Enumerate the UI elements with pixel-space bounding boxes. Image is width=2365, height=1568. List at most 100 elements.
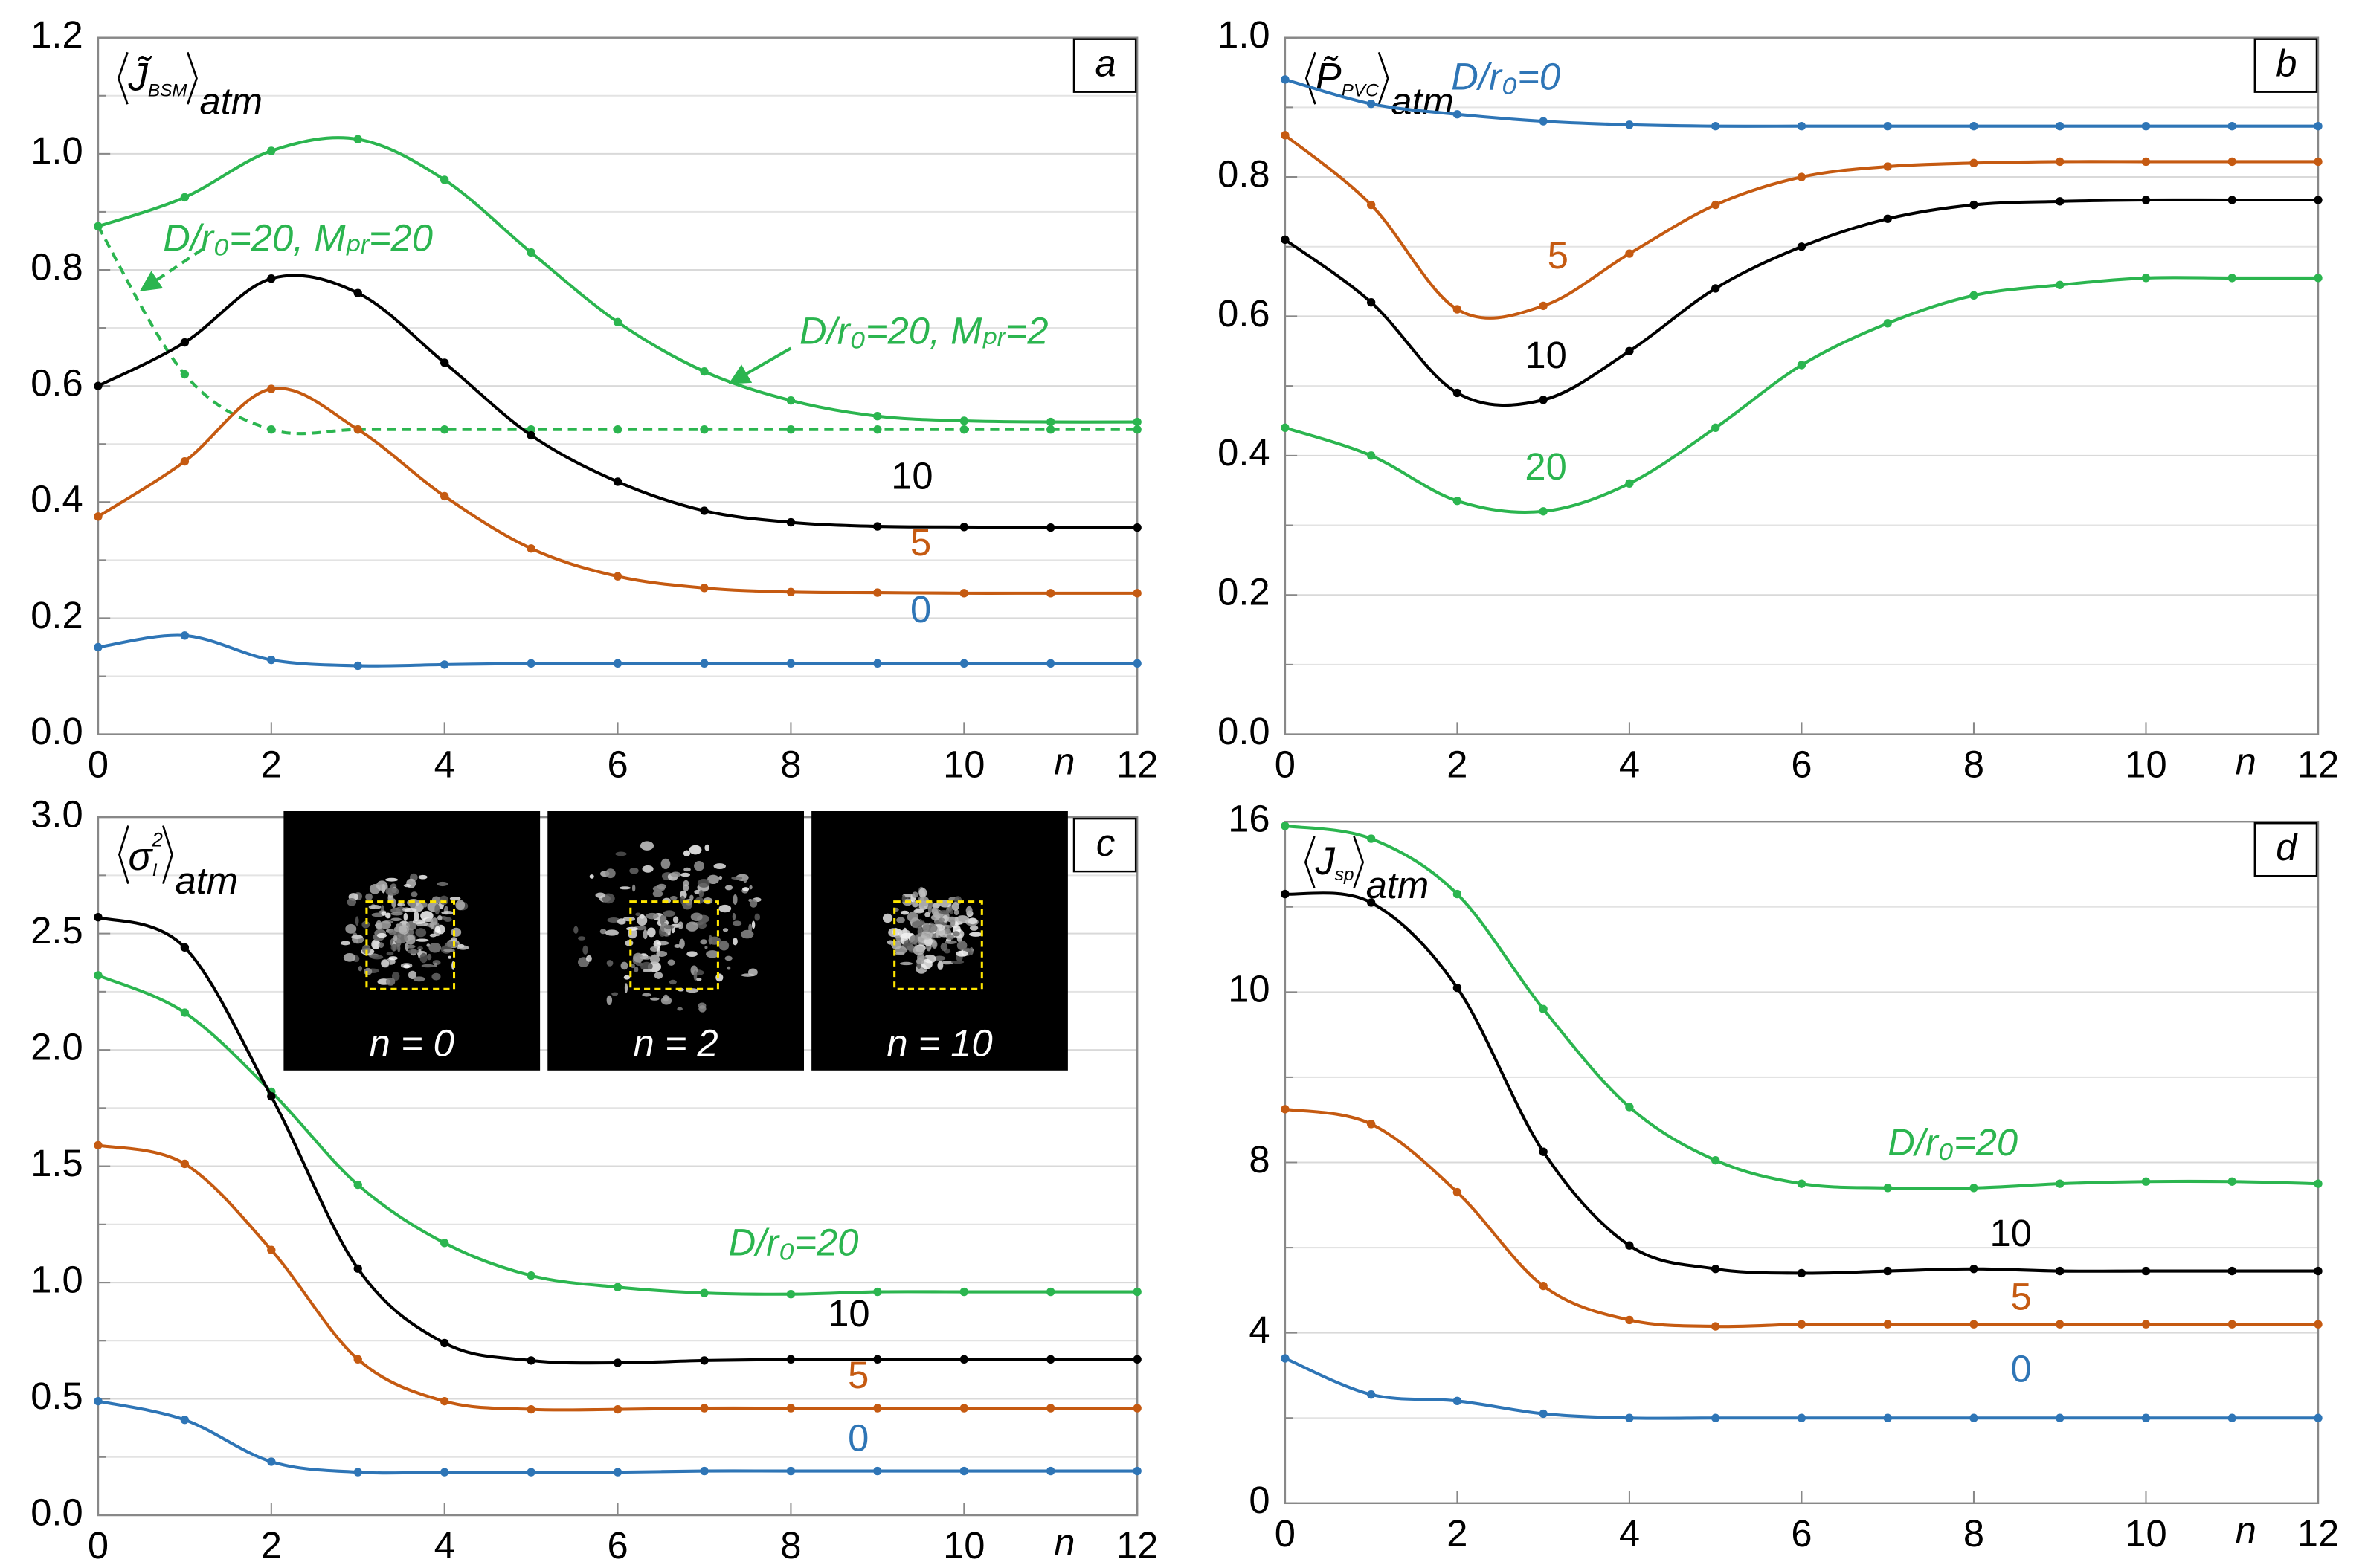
speckle [393,935,398,941]
speckle [585,955,592,962]
panel-letter-box [1072,38,1137,93]
series-label: 5 [1548,234,1568,277]
data-point [1969,1184,1978,1193]
speckle [670,871,681,877]
speckle [347,897,357,906]
y-tick-label: 16 [1228,798,1270,840]
y-tick-label: 0.2 [1217,571,1270,613]
x-tick-label: 10 [943,1524,985,1567]
speckle [931,940,938,949]
y-tick-label: 3.0 [30,793,83,836]
data-point [94,512,103,521]
speckle [918,888,927,898]
speckle [916,958,924,965]
speckle [749,899,758,908]
data-point [1711,423,1720,433]
x-tick-label: 12 [1116,743,1158,786]
data-point [873,1466,882,1476]
speckle [443,917,452,923]
series-label: 10 [891,454,933,497]
data-point [2141,1177,2151,1186]
speckle [361,920,370,929]
data-point [1797,122,1806,131]
speckle [670,895,678,900]
data-point [786,659,796,668]
x-tick-label: 0 [88,743,109,786]
speckle [408,970,417,980]
data-point [1133,417,1142,427]
speckle [919,896,930,906]
data-point [2056,1179,2065,1188]
data-point [180,338,190,347]
speckle [683,867,691,872]
data-point [1366,451,1376,460]
data-point [1969,200,1978,210]
data-point [353,288,362,297]
label-arrow [728,346,792,384]
series-line [97,915,1138,1365]
speckle [940,942,948,952]
speckle [713,863,726,870]
speckle [390,917,402,922]
speckle [895,952,905,955]
x-tick-label: 4 [434,1524,455,1567]
speckle [652,885,666,892]
data-point [1133,1355,1142,1364]
bracket [162,825,173,884]
data-point [2314,1413,2323,1422]
data-point [1133,523,1142,532]
series-label: 10 [1525,334,1566,376]
data-point [2314,122,2323,131]
data-point [1711,1155,1720,1165]
speckle [722,928,729,932]
y-axis-label-subscript: atm [200,80,263,123]
y-axis-label-part: σ [129,835,154,879]
speckle [407,944,416,949]
speckle [457,945,469,950]
speckle [607,917,620,923]
speckle [625,926,638,931]
speckle [642,865,654,873]
y-tick-label: 0.5 [30,1375,83,1417]
data-point [2314,1266,2323,1276]
speckle [388,956,398,961]
speckle [643,969,652,972]
speckle [365,893,373,901]
data-point [1969,291,1978,300]
speckle [437,881,448,887]
data-point [1797,361,1806,370]
y-axis-label: P̃PVC [1315,55,1379,101]
data-point [1133,589,1142,598]
panel-letter: a [1095,42,1116,85]
speckle [390,912,403,916]
speckle [913,946,925,955]
data-point [1883,162,1892,171]
bracket [1304,836,1316,889]
speckle [388,929,397,935]
speckle [431,972,441,981]
data-point [2227,1320,2236,1329]
y-tick-label: 0.2 [30,594,83,636]
data-point [1452,889,1462,899]
data-point [700,1288,709,1297]
speckle [371,912,384,917]
data-point [1281,1105,1290,1114]
y-axis-label: σ2 I [129,829,164,881]
speckle [429,933,437,938]
speckle [680,872,691,877]
data-point [700,367,709,376]
speckle [340,941,351,946]
inset-image: n = 10 [811,811,1068,1071]
y-tick-label: 0.8 [30,245,83,288]
data-point [873,522,882,531]
speckle [667,959,675,966]
speckle [941,961,953,965]
speckle [740,929,754,939]
speckle [718,904,732,913]
y-tick-label: 2.0 [30,1025,83,1068]
panel-letter: b [2276,42,2297,85]
speckle [611,992,619,996]
speckle [437,914,443,921]
data-point [613,659,622,668]
